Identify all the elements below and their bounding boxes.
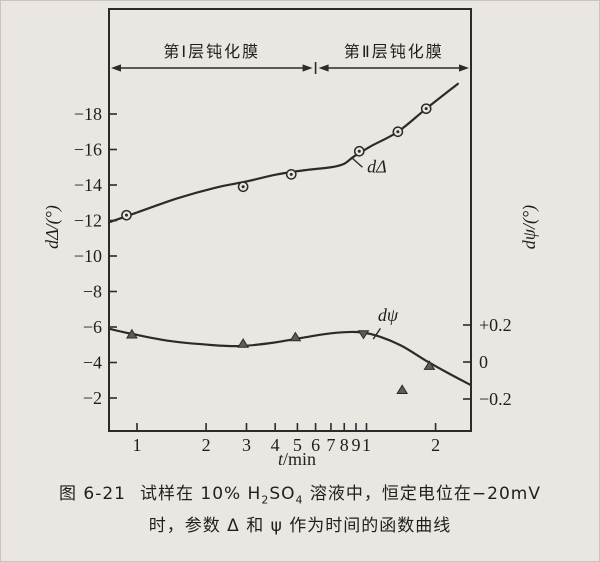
- y-left-axis-title: dΔ/(°): [42, 205, 63, 249]
- d-psi-point-marker: [396, 384, 409, 394]
- d-psi-point-marker: [237, 338, 250, 348]
- y-right-tick-label: +0.2: [479, 315, 512, 335]
- figure-chart: −18 −16 −14 −12 −10 −8 −6 −4 −2 +0.2 0 −0.2 1 2 3 4 5 6 7 8…: [42, 8, 540, 469]
- x-tick-label: 5: [293, 435, 302, 455]
- y-left-tick-label: −14: [74, 175, 102, 195]
- d-delta-point-center-dot: [289, 172, 293, 176]
- figure-number: 图 6-21: [58, 484, 126, 504]
- x-tick-label: 9: [351, 435, 360, 455]
- y-left-tick-label: −4: [83, 353, 102, 373]
- x-tick-label: 8: [340, 435, 349, 455]
- x-tick-label: 1: [362, 435, 371, 455]
- y-right-axis-title: dψ/(°): [519, 205, 540, 249]
- region-label: 第Ⅱ层钝化膜: [344, 42, 444, 61]
- y-left-tick-label: −16: [74, 140, 102, 160]
- y-left-tick-label: −12: [74, 211, 102, 231]
- arrowhead-left-icon: [111, 64, 121, 72]
- caption-subscript-4: 4: [295, 493, 304, 507]
- caption-text-post: 溶液中，恒定电位在−20mV: [303, 484, 542, 504]
- y-left-tick-label: −2: [83, 388, 102, 408]
- d-delta-label: dΔ: [367, 156, 387, 176]
- figure-caption: 图 6-21 试样在 10% H2SO4 溶液中，恒定电位在−20mV 时，参数 …: [1, 479, 599, 542]
- region-label: 第Ⅰ层钝化膜: [163, 42, 260, 61]
- arrowhead-left-icon: [318, 64, 329, 72]
- y-right-tick-label: 0: [479, 352, 488, 372]
- d-psi-point-marker: [423, 360, 436, 370]
- d-delta-point-center-dot: [357, 149, 361, 153]
- d-psi-point-marker: [289, 331, 302, 342]
- y-left-tick-label: −18: [74, 104, 102, 124]
- y-right-tick-label: −0.2: [479, 389, 512, 409]
- caption-line-2: 时，参数 Δ 和 ψ 作为时间的函数曲线: [148, 515, 452, 536]
- d-delta-point-center-dot: [124, 213, 128, 217]
- d-delta-curve: [107, 82, 459, 224]
- d-delta-leader-line: [351, 156, 363, 168]
- y-left-tick-label: −6: [83, 317, 102, 337]
- x-tick-label: 4: [271, 435, 280, 455]
- caption-text-pre: 试样在 10% H: [139, 484, 262, 504]
- plot-frame: [108, 8, 472, 432]
- d-psi-point-marker: [125, 328, 138, 339]
- d-psi-point-marker: [357, 330, 370, 340]
- arrowhead-right-icon: [302, 64, 313, 72]
- caption-text-mid: SO: [269, 484, 296, 504]
- x-tick-label: 2: [431, 435, 440, 455]
- x-tick-label: 7: [326, 435, 335, 455]
- d-delta-point-center-dot: [396, 130, 400, 134]
- caption-line-1: 图 6-21 试样在 10% H2SO4 溶液中，恒定电位在−20mV: [1, 479, 599, 511]
- d-psi-label: dψ: [378, 305, 399, 325]
- x-tick-label: 2: [202, 435, 211, 455]
- x-axis-title: t/min: [278, 449, 316, 469]
- x-tick-label: 6: [311, 435, 320, 455]
- y-left-tick-label: −10: [74, 246, 102, 266]
- d-delta-point-center-dot: [424, 107, 428, 111]
- x-tick-label: 1: [133, 435, 142, 455]
- x-tick-label: 3: [242, 435, 251, 455]
- d-psi-leader-line: [372, 327, 382, 340]
- d-psi-curve: [107, 327, 472, 386]
- arrowhead-right-icon: [459, 64, 469, 72]
- d-delta-point-center-dot: [241, 185, 245, 189]
- y-left-tick-label: −8: [83, 282, 102, 302]
- caption-subscript-2: 2: [261, 493, 270, 507]
